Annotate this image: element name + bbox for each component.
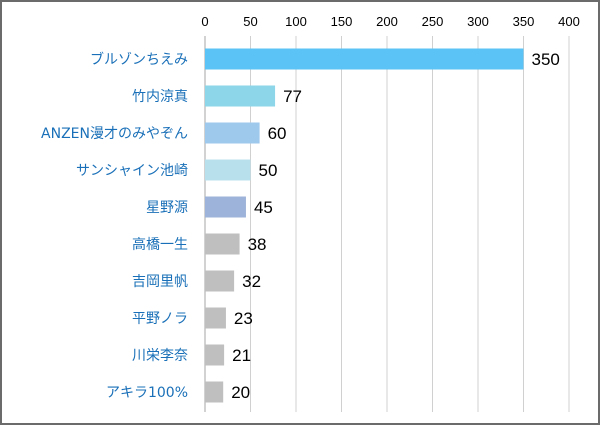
value-label-6: 38 [248,235,267,254]
x-tick-label-200: 200 [376,14,398,29]
value-label-10: 20 [231,383,250,402]
value-label-3: 60 [268,124,287,143]
x-tick-label-100: 100 [285,14,307,29]
bar-10 [205,381,224,403]
x-tick-label-150: 150 [331,14,353,29]
bar-7 [205,270,235,292]
category-label-5: 星野源 [146,200,188,216]
category-label-9: 川栄李奈 [132,348,188,364]
category-label-4: サンシャイン池崎 [76,163,188,179]
value-label-5: 45 [254,198,273,217]
x-tick-label-300: 300 [467,14,489,29]
value-label-7: 32 [242,272,261,291]
bar-3 [205,122,260,144]
bar-1 [205,48,524,70]
value-label-1: 350 [532,50,560,69]
bar-6 [205,233,240,255]
category-label-3: ANZEN漫才のみやぞん [41,126,188,142]
bars [205,48,524,403]
x-tick-labels: 0 50 100 150 200 250 300 350 400 [201,14,579,29]
bar-9 [205,344,225,366]
x-tick-label-400: 400 [558,14,580,29]
category-label-10: アキラ100% [106,385,188,401]
value-label-4: 50 [259,161,278,180]
value-label-9: 21 [232,346,251,365]
value-label-8: 23 [234,309,253,328]
x-tick-label-0: 0 [201,14,208,29]
bar-4 [205,159,251,181]
value-labels: 350 77 60 50 45 38 32 23 21 20 [231,50,560,402]
category-label-6: 高橋一生 [132,236,188,253]
bar-2 [205,85,276,107]
x-tick-label-350: 350 [513,14,535,29]
category-label-2: 竹内涼真 [132,89,188,105]
category-label-7: 吉岡里帆 [132,274,188,290]
x-tick-label-50: 50 [243,14,257,29]
x-tick-label-250: 250 [422,14,444,29]
bar-8 [205,307,226,329]
category-label-1: ブルゾンちえみ [90,51,188,68]
category-label-8: 平野ノラ [132,311,188,327]
value-label-2: 77 [283,87,302,106]
bar-5 [205,196,246,218]
